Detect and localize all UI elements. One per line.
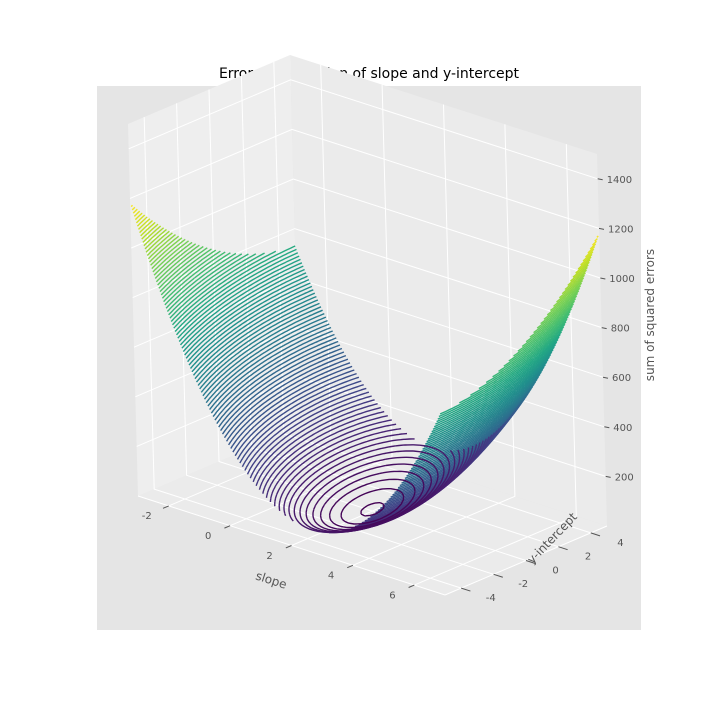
contour-line — [191, 289, 546, 448]
contour-line — [181, 265, 555, 430]
contour-line — [157, 245, 577, 338]
contour-line — [147, 234, 585, 303]
y-tick-label: -2 — [518, 579, 528, 590]
z-gridline — [132, 228, 602, 329]
contour-line — [168, 253, 567, 384]
contour-line — [179, 262, 557, 428]
contour-line — [163, 251, 571, 362]
contour-line — [166, 253, 568, 378]
y-tick-mark — [461, 587, 471, 592]
contour-line — [187, 278, 550, 440]
z-tick-label: 1400 — [607, 175, 632, 186]
contour-line — [182, 268, 554, 433]
x-tick-mark — [408, 584, 415, 588]
y-tick-label: 0 — [552, 565, 558, 576]
z-gridline — [136, 376, 606, 477]
contour-line — [312, 463, 432, 532]
z-tick-mark — [597, 178, 603, 181]
contour-line — [150, 237, 583, 312]
contour-line — [151, 238, 582, 316]
y-tick-label: 4 — [617, 538, 623, 549]
z-tick-mark — [601, 327, 607, 330]
z-gridline — [131, 178, 601, 279]
contour-line — [175, 252, 560, 420]
x-tick-label: 2 — [266, 551, 272, 562]
z-tick-label: 1200 — [608, 224, 633, 235]
contour-line — [131, 206, 598, 242]
contour-line — [185, 275, 552, 438]
contour-line — [134, 212, 596, 254]
x-tick-label: 0 — [205, 531, 211, 542]
y-tick-mark — [590, 532, 601, 537]
contour-line — [133, 210, 597, 250]
contour-line — [130, 204, 599, 238]
y-tick-label: 2 — [585, 552, 591, 563]
contour-line — [142, 225, 589, 282]
contour-line — [149, 235, 584, 307]
contour-line — [154, 243, 579, 329]
z-tick-mark — [604, 426, 610, 429]
contour-line — [171, 250, 564, 404]
contour-line — [138, 218, 593, 266]
contour-line — [360, 502, 385, 517]
contour-line — [152, 240, 581, 320]
x-tick-mark — [224, 525, 231, 529]
contour-line — [169, 253, 566, 390]
x-tick-mark — [347, 564, 354, 569]
z-tick-mark — [605, 475, 611, 478]
z-tick-label: 400 — [613, 423, 632, 434]
x-tick-label: 6 — [389, 590, 395, 601]
contour-line — [143, 227, 588, 286]
x-tick-label: 4 — [328, 571, 334, 582]
contour-line — [132, 208, 597, 246]
contour-line — [328, 478, 416, 529]
contour-line — [184, 272, 553, 435]
y-tick-mark — [525, 560, 536, 564]
y-tick-mark — [558, 546, 568, 551]
z-tick-label: 1000 — [609, 274, 634, 285]
contour-line — [158, 247, 576, 343]
z-gridline — [133, 277, 604, 378]
z-tick-mark — [598, 227, 605, 230]
contour-lines — [130, 204, 599, 534]
contour-line — [174, 248, 561, 418]
contour-line — [145, 230, 586, 295]
x-tick-mark — [285, 545, 292, 549]
z-gridline — [128, 79, 598, 180]
z-tick-label: 200 — [615, 472, 634, 483]
contour-line — [159, 248, 575, 348]
contour-line — [144, 228, 587, 290]
contour-line — [202, 313, 537, 465]
contour-line — [173, 245, 562, 415]
contour-line — [164, 252, 570, 367]
z-tick-label: 600 — [612, 373, 631, 384]
y-tick-mark — [493, 573, 503, 578]
z-gridline — [129, 128, 600, 229]
contour-line — [161, 250, 572, 357]
contour-line — [146, 232, 585, 299]
z-tick-label: 800 — [611, 324, 630, 335]
contour-line — [340, 488, 405, 525]
contour-line — [170, 252, 565, 396]
contour-line — [141, 223, 590, 278]
contour-line — [165, 252, 569, 372]
contour-line — [139, 220, 592, 270]
contour-line — [136, 216, 594, 262]
contour-line — [153, 241, 580, 325]
z-tick-mark — [602, 376, 609, 379]
contour-line — [140, 221, 591, 274]
z-tick-mark — [600, 277, 606, 280]
contour-line — [178, 258, 558, 425]
contour-line — [135, 214, 595, 258]
contour-line — [155, 244, 578, 334]
z-axis-label: sum of squared errors — [643, 249, 657, 381]
x-tick-label: -2 — [142, 511, 152, 522]
x-tick-mark — [162, 505, 169, 509]
contour-line — [319, 470, 425, 531]
y-tick-label: -4 — [486, 593, 496, 604]
contour-line — [177, 255, 559, 423]
contour-line — [160, 249, 573, 352]
contour-line — [188, 282, 549, 443]
